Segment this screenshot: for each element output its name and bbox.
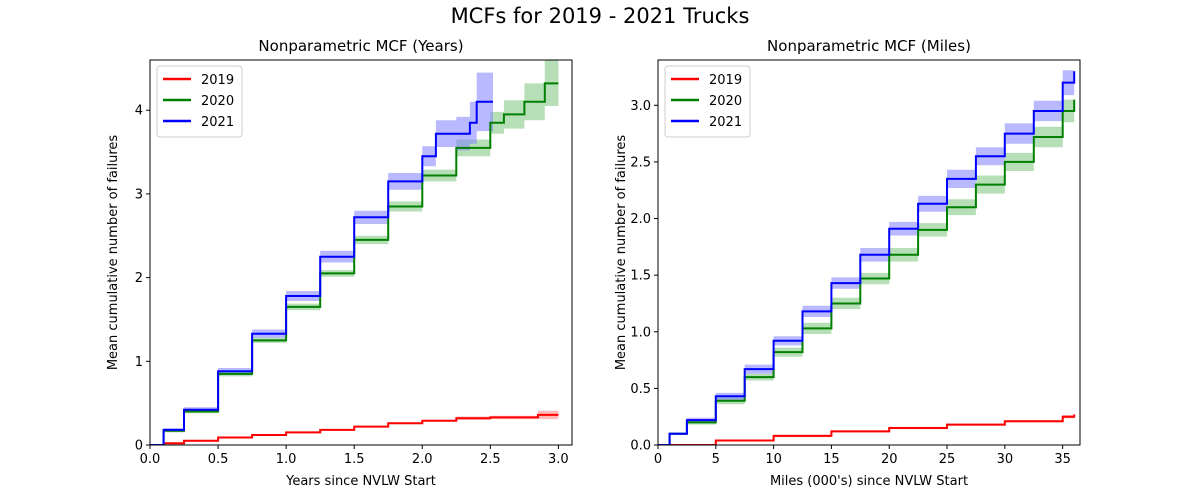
y-axis-label: Mean cumulative number of failures (106, 135, 121, 371)
x-tick-label: 25 (939, 452, 956, 467)
y-tick-label: 1 (135, 355, 143, 370)
chart-years: 0.0 0.5 1.0 1.5 2.0 2.5 3.0 0 1 2 3 4 Nonparametric … (106, 37, 573, 489)
y-tick-label: 4 (135, 104, 143, 119)
figure-title: MCFs for 2019 - 2021 Trucks (450, 4, 750, 28)
plot-area (150, 60, 559, 445)
y-axis-label: Mean cumulative number of failures (614, 135, 629, 371)
legend-label-2020: 2020 (201, 94, 234, 109)
y-tick-label: 1.0 (630, 325, 651, 340)
series-line-2021 (150, 100, 493, 445)
y-tick-label: 0 (135, 439, 143, 454)
axes-frame (149, 59, 573, 446)
legend-label-2021: 2021 (201, 115, 234, 130)
y-tick-label: 2 (135, 271, 143, 286)
series-line-2019 (658, 414, 1076, 445)
y-tick-label: 2.0 (630, 212, 651, 227)
y-tick-label: 1.5 (630, 269, 651, 284)
x-tick-label: 3.0 (548, 452, 569, 467)
x-tick-label: 0.0 (140, 452, 161, 467)
axes-frame (657, 59, 1081, 446)
y-tick-label: 0.0 (630, 439, 651, 454)
legend-label-2021: 2021 (709, 115, 742, 130)
y-tick-label: 2.5 (630, 155, 651, 170)
plot-area (658, 60, 1076, 445)
legend-label-2020: 2020 (709, 94, 742, 109)
legend-label-2019: 2019 (201, 73, 234, 88)
legend: 2019 2020 2021 (664, 65, 751, 138)
legend: 2019 2020 2021 (156, 65, 243, 138)
y-tick-label: 3 (135, 187, 143, 202)
x-tick-label: 1.5 (344, 452, 365, 467)
y-tick-label: 3.0 (630, 99, 651, 114)
legend-box (664, 65, 751, 138)
y-tick-label: 0.5 (630, 382, 651, 397)
x-tick-label: 15 (823, 452, 840, 467)
confidence-band-2021 (150, 72, 493, 445)
x-axis-label: Miles (000's) since NVLW Start (770, 474, 968, 489)
confidence-band-2021 (658, 60, 1075, 445)
x-tick-label: 0.5 (208, 452, 229, 467)
chart-title: Nonparametric MCF (Miles) (767, 37, 971, 55)
legend-label-2019: 2019 (709, 73, 742, 88)
x-tick-label: 2.5 (480, 452, 501, 467)
chart-title: Nonparametric MCF (Years) (258, 37, 463, 55)
x-axis-label: Years since NVLW Start (285, 474, 436, 489)
series-line-2019 (150, 413, 559, 445)
x-tick-label: 30 (997, 452, 1014, 467)
series-line-2020 (150, 82, 559, 445)
x-tick-label: 0 (654, 452, 662, 467)
chart-miles: 0 5 10 15 20 25 30 35 0.0 0.5 1.0 1.5 2.0 2.5 3.0 Nonpa… (614, 37, 1081, 489)
x-tick-label: 2.0 (412, 452, 433, 467)
x-tick-label: 10 (765, 452, 782, 467)
x-tick-label: 5 (712, 452, 720, 467)
x-tick-label: 35 (1054, 452, 1071, 467)
series-line-2021 (658, 71, 1076, 445)
legend-box (156, 65, 243, 138)
x-tick-label: 20 (881, 452, 898, 467)
x-tick-label: 1.0 (276, 452, 297, 467)
